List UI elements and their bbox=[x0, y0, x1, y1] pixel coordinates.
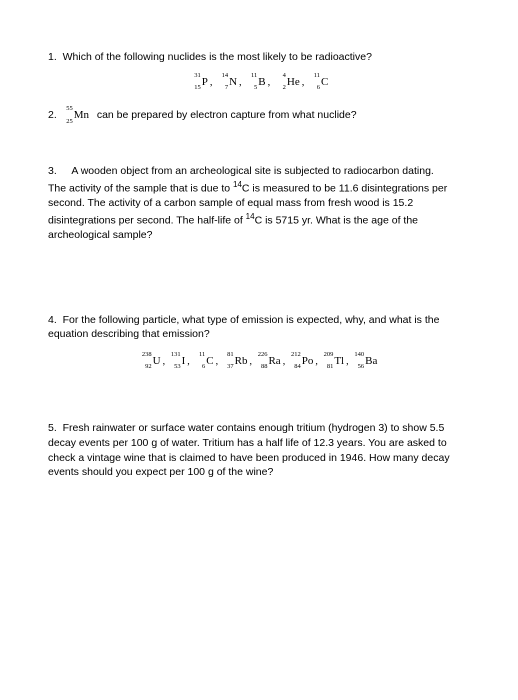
nuclide: 55 25 Mn bbox=[62, 108, 89, 124]
isotope-mass: 14 bbox=[246, 212, 255, 221]
nuclide: 209 81 Tl bbox=[322, 354, 344, 369]
q2-number: 2. bbox=[48, 109, 57, 121]
q5-number: 5. bbox=[48, 422, 57, 434]
nuclide: 31 15 P bbox=[190, 75, 208, 91]
nuclide: 11 6 C bbox=[309, 75, 328, 91]
isotope-sym: C bbox=[242, 182, 250, 194]
q1-number: 1. bbox=[48, 51, 57, 63]
question-4: 4. For the following particle, what type… bbox=[48, 313, 470, 370]
q2-text: can be prepared by electron capture from… bbox=[97, 109, 357, 121]
q1-nuclide-row: 31 15 P , 14 7 N , 11 5 B , 4 2 He , 11 … bbox=[48, 75, 470, 91]
nuclide: 4 2 He bbox=[275, 75, 300, 91]
nuclide: 226 88 Ra bbox=[256, 354, 280, 369]
nuclide: 11 5 B bbox=[246, 75, 265, 91]
q4-text: For the following particle, what type of… bbox=[48, 314, 439, 341]
nuclide: 81 37 Rb bbox=[223, 354, 248, 369]
nuclide: 212 84 Po bbox=[290, 354, 314, 369]
worksheet-page: 1. Which of the following nuclides is th… bbox=[0, 0, 518, 554]
question-1: 1. Which of the following nuclides is th… bbox=[48, 50, 470, 90]
isotope-mass: 14 bbox=[233, 180, 242, 189]
q4-nuclide-row: 238 92 U , 131 53 I , 11 6 C , 81 37 Rb … bbox=[48, 354, 470, 369]
q3-body: The activity of the sample that is due t… bbox=[48, 179, 470, 243]
q5-text: Fresh rainwater or surface water contain… bbox=[48, 422, 450, 478]
nuclide: 11 6 C bbox=[194, 354, 213, 369]
question-2: 2. 55 25 Mn can be prepared by electron … bbox=[48, 108, 470, 124]
question-3: 3. A wooden object from an archeological… bbox=[48, 164, 470, 242]
q4-number: 4. bbox=[48, 314, 57, 326]
nuclide: 140 56 Ba bbox=[353, 354, 377, 369]
nuclide: 131 53 I bbox=[170, 354, 186, 369]
q3-line1: A wooden object from an archeological si… bbox=[71, 165, 433, 177]
q3-number: 3. bbox=[48, 165, 57, 177]
q1-text: Which of the following nuclides is the m… bbox=[63, 51, 372, 63]
nuclide: 14 7 N bbox=[217, 75, 237, 91]
question-5: 5. Fresh rainwater or surface water cont… bbox=[48, 421, 470, 480]
nuclide: 238 92 U bbox=[141, 354, 161, 369]
